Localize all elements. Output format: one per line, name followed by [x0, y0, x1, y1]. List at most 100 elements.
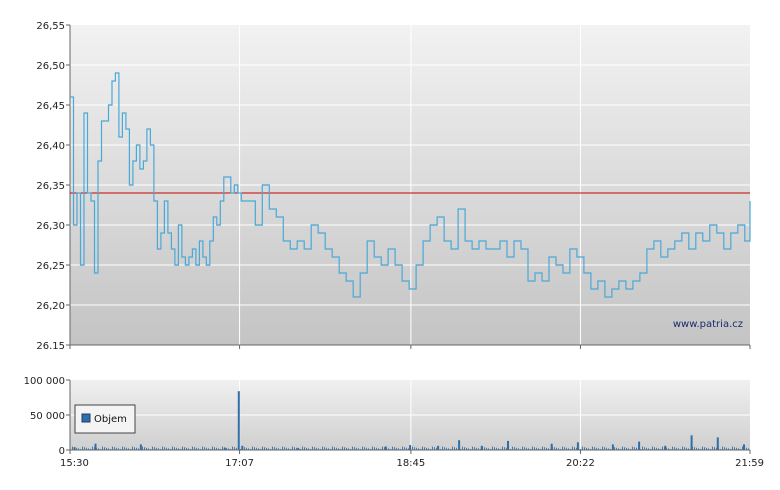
volume-bar-minor — [276, 447, 277, 450]
volume-bar-minor — [402, 446, 403, 450]
volume-bar-minor — [562, 446, 563, 450]
volume-bar — [480, 445, 483, 450]
volume-bar-minor — [172, 446, 173, 450]
volume-bar-minor — [88, 448, 89, 450]
volume-bar-minor — [632, 446, 633, 450]
volume-bar-minor — [448, 448, 449, 450]
volume-bar-minor — [504, 447, 505, 450]
volume-bar-minor — [394, 447, 395, 450]
volume-bar-minor — [634, 447, 635, 450]
volume-bar-minor — [128, 448, 129, 450]
volume-bar-minor — [628, 448, 629, 450]
volume-bar-minor — [222, 446, 223, 450]
volume-bar-minor — [492, 446, 493, 450]
volume-bar-minor — [426, 447, 427, 450]
volume-bar — [638, 441, 641, 450]
x-tick-label: 20:22 — [566, 458, 595, 469]
volume-bar-minor — [214, 447, 215, 450]
volume-bar-minor — [558, 448, 559, 450]
volume-bar-minor — [468, 448, 469, 450]
volume-bar-minor — [538, 448, 539, 450]
volume-bar — [664, 445, 667, 450]
price-y-tick-label: 26,45 — [36, 101, 65, 112]
volume-bar-minor — [114, 447, 115, 450]
volume-bar-minor — [382, 446, 383, 450]
price-y-tick-label: 26,55 — [36, 21, 65, 32]
volume-bar-minor — [424, 447, 425, 450]
volume-bar-minor — [462, 446, 463, 450]
volume-bar-minor — [168, 448, 169, 450]
volume-bar-minor — [254, 447, 255, 450]
volume-bar — [716, 437, 719, 450]
volume-bar-minor — [356, 447, 357, 450]
volume-bar-minor — [322, 446, 323, 450]
volume-bar-minor — [732, 446, 733, 450]
volume-bar — [409, 445, 412, 450]
volume-bar-minor — [316, 447, 317, 450]
volume-bar-minor — [366, 447, 367, 450]
volume-bar-minor — [616, 447, 617, 450]
volume-bar-minor — [592, 446, 593, 450]
volume-bar-minor — [694, 447, 695, 450]
volume-bar-minor — [318, 448, 319, 450]
volume-bar-minor — [452, 446, 453, 450]
volume-bar-minor — [154, 447, 155, 450]
volume-bar-minor — [246, 447, 247, 450]
volume-bar-minor — [456, 447, 457, 450]
volume-bar-minor — [726, 447, 727, 450]
volume-bar-minor — [84, 447, 85, 450]
volume-bar-minor — [688, 448, 689, 450]
volume-bar-minor — [596, 447, 597, 450]
volume-bar-minor — [334, 447, 335, 450]
volume-bar — [139, 444, 142, 450]
volume-bar-minor — [72, 446, 73, 450]
volume-bar-minor — [678, 448, 679, 450]
volume-bar-minor — [178, 448, 179, 450]
volume-bar-minor — [434, 447, 435, 450]
volume-bar-minor — [158, 448, 159, 450]
volume-bar-minor — [572, 446, 573, 450]
price-grid — [70, 25, 750, 345]
volume-bar-minor — [588, 448, 589, 450]
volume-bar-minor — [512, 446, 513, 450]
volume-bar-minor — [614, 447, 615, 450]
price-y-tick-label: 26,40 — [36, 141, 65, 152]
volume-bar-minor — [124, 447, 125, 450]
volume-bar-minor — [364, 447, 365, 450]
volume-bar-minor — [228, 448, 229, 450]
volume-bar — [458, 440, 461, 450]
volume-bar-minor — [362, 446, 363, 450]
volume-bar-minor — [652, 446, 653, 450]
volume-bar-minor — [98, 448, 99, 450]
volume-bar-minor — [466, 447, 467, 450]
volume-bar-minor — [724, 447, 725, 450]
volume-bar-minor — [148, 448, 149, 450]
volume-y-tick-label: 50 000 — [30, 411, 65, 422]
legend-swatch-objem — [81, 413, 91, 423]
volume-bar-minor — [206, 447, 207, 450]
volume-bar-minor — [108, 448, 109, 450]
volume-bar-minor — [216, 447, 217, 450]
volume-bar-minor — [304, 447, 305, 450]
volume-bar-minor — [226, 447, 227, 450]
volume-bar-minor — [444, 447, 445, 450]
volume-bar-minor — [564, 447, 565, 450]
volume-bar-minor — [642, 446, 643, 450]
volume-bar-minor — [218, 448, 219, 450]
volume-panel: 100 000 50 000 0 15:30 17:07 18:45 20:22 21:59… — [24, 376, 764, 469]
volume-bar-minor — [112, 446, 113, 450]
volume-bar-minor — [654, 447, 655, 450]
volume-bar-minor — [546, 447, 547, 450]
volume-bar-minor — [418, 448, 419, 450]
volume-bar-minor — [396, 447, 397, 450]
volume-bar-minor — [384, 447, 385, 450]
volume-bar-minor — [248, 448, 249, 450]
volume-bar-minor — [376, 447, 377, 450]
volume-bar-minor — [118, 448, 119, 450]
volume-bar-minor — [284, 447, 285, 450]
volume-bar-minor — [166, 447, 167, 450]
volume-bar-minor — [188, 448, 189, 450]
volume-bar-minor — [416, 447, 417, 450]
volume-bar-minor — [244, 447, 245, 450]
volume-bar-minor — [714, 447, 715, 450]
